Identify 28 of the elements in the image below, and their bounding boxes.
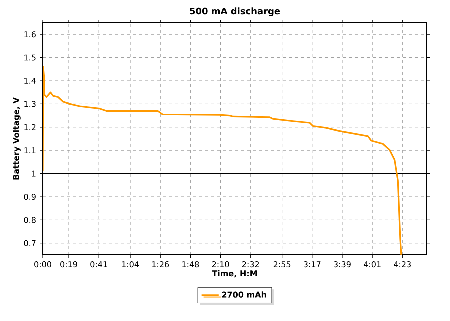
y-tick-label: 1.5 <box>24 54 36 61</box>
y-tick-label: 0.8 <box>24 217 36 224</box>
x-tick-label: 0:19 <box>60 262 78 268</box>
x-tick-label: 2:32 <box>242 262 260 268</box>
x-tick-label: 4:23 <box>394 262 411 268</box>
legend-label: 2700 mAh <box>222 292 266 298</box>
x-axis-title: Time, H:M <box>212 270 258 278</box>
x-tick-label: 1:04 <box>122 262 140 268</box>
x-tick-label: 1:48 <box>182 262 200 268</box>
x-tick-label: 4:01 <box>364 262 381 268</box>
y-tick-label: 0.7 <box>24 240 36 246</box>
y-axis-title: Battery Voltage, V <box>13 98 21 180</box>
x-tick-label: 3:39 <box>334 262 351 268</box>
x-tick-label: 0:41 <box>90 262 108 268</box>
y-tick-label: 1.2 <box>24 124 36 130</box>
x-tick-label: 2:55 <box>274 262 291 268</box>
y-tick-label: 1.3 <box>24 101 36 108</box>
line-series <box>43 66 402 255</box>
y-tick-label: 1.1 <box>24 148 36 154</box>
y-tick-label: 1.6 <box>24 32 36 38</box>
y-tick-label: 1.4 <box>24 78 36 84</box>
x-tick-label: 2:10 <box>212 262 230 268</box>
x-tick-label: 3:17 <box>304 262 321 268</box>
chart-title: 500 mA discharge <box>190 8 280 16</box>
y-tick-label: 1 <box>32 170 36 177</box>
x-tick-label: 1:26 <box>152 262 170 268</box>
y-tick-label: 0.9 <box>24 194 36 200</box>
x-tick-label: 0:00 <box>34 262 52 268</box>
